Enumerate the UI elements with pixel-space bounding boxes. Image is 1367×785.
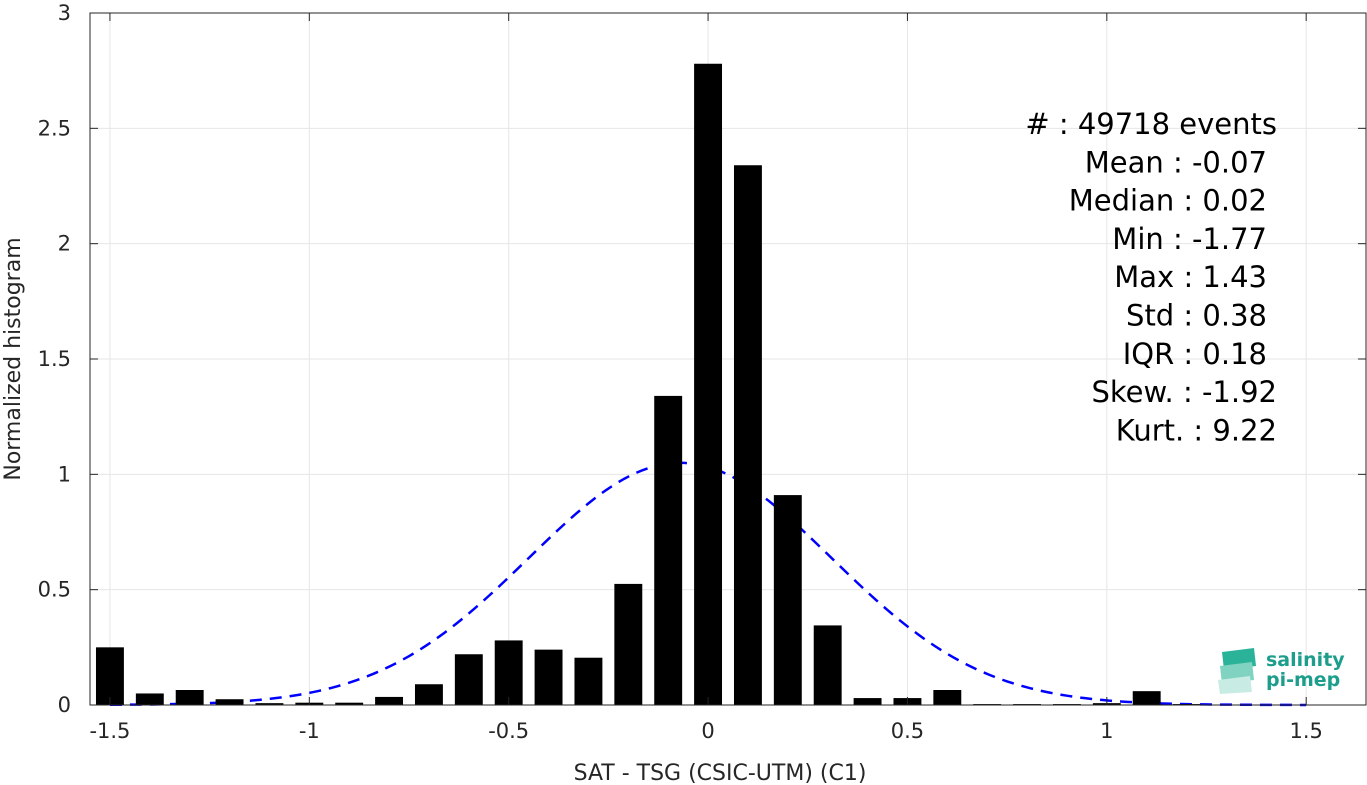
stats-line: Max : 1.43 — [1114, 260, 1267, 294]
x-tick-label: 1 — [1100, 719, 1113, 743]
histogram-bar — [1132, 691, 1161, 705]
y-tick-label: 1.5 — [38, 347, 71, 371]
stats-line: Median : 0.02 — [1069, 184, 1267, 218]
histogram-bar — [95, 647, 124, 705]
logo-text-line1: salinity — [1266, 649, 1345, 671]
histogram-bar — [733, 165, 762, 706]
histogram-bar — [215, 699, 244, 705]
stats-line: Std : 0.38 — [1126, 299, 1267, 333]
stats-line: IQR : 0.18 — [1123, 337, 1267, 371]
histogram-bar — [375, 696, 404, 705]
histogram-bar — [175, 690, 204, 705]
stats-line: Mean : -0.07 — [1085, 145, 1267, 179]
x-tick-label: 1.5 — [1289, 719, 1322, 743]
histogram-bar — [933, 690, 962, 705]
histogram-bar — [654, 395, 683, 705]
y-tick-label: 1 — [58, 462, 71, 486]
stats-line: Skew. : -1.92 — [1091, 375, 1277, 409]
histogram-bar — [494, 640, 523, 705]
stats-box: # : 49718 events Mean : -0.07 Median : 0.0… — [1025, 107, 1277, 447]
salinity-pimep-logo: salinity pi-mep — [1216, 646, 1346, 694]
stats-line: Kurt. : 9.22 — [1116, 413, 1277, 447]
histogram-bar — [454, 654, 483, 705]
y-axis-ticks: 0 0.5 1 1.5 2 2.5 3 — [38, 1, 1366, 717]
y-tick-label: 0.5 — [38, 578, 71, 602]
histogram-bar — [813, 625, 842, 705]
y-axis-label: Normalized histogram — [1, 237, 26, 480]
stats-line: # : 49718 events — [1025, 107, 1277, 141]
x-axis-label: SAT - TSG (CSIC-UTM) (C1) — [574, 761, 867, 785]
bars-group — [95, 63, 1321, 706]
histogram-bar — [694, 63, 723, 706]
histogram-bar — [534, 649, 563, 705]
x-tick-label: 0 — [701, 719, 714, 743]
histogram-bar — [135, 693, 164, 705]
y-tick-label: 0 — [58, 693, 71, 717]
logo-mark-icon — [1218, 648, 1256, 694]
y-tick-label: 2.5 — [38, 116, 71, 140]
histogram-bar — [255, 703, 284, 705]
histogram-bar — [773, 495, 802, 705]
histogram-bar — [414, 684, 443, 705]
logo-text-line2: pi-mep — [1266, 669, 1341, 691]
histogram-bar — [335, 702, 364, 705]
histogram-bar — [574, 657, 603, 705]
stats-line: Min : -1.77 — [1112, 222, 1267, 256]
x-tick-label: -0.5 — [488, 719, 529, 743]
histogram-bar — [853, 698, 882, 705]
x-tick-label: -1.5 — [89, 719, 130, 743]
x-tick-label: 0.5 — [891, 719, 924, 743]
histogram-bar — [614, 583, 643, 705]
y-tick-label: 3 — [58, 1, 71, 25]
x-tick-label: -1 — [299, 719, 320, 743]
y-tick-label: 2 — [58, 232, 71, 256]
x-axis-ticks: -1.5 -1 -0.5 0 0.5 1 1.5 — [89, 13, 1323, 743]
